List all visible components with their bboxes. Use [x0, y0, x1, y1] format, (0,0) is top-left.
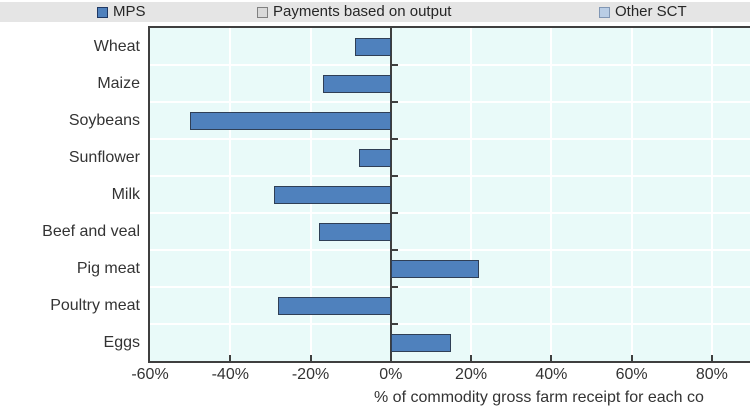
zero-axis-tick — [390, 64, 398, 66]
y-axis-label: Maize — [97, 75, 140, 92]
x-axis-tick — [550, 355, 553, 361]
x-axis-tick — [309, 355, 312, 361]
gridline-horizontal — [150, 249, 750, 251]
x-axis-tick-labels: -60% -40% -20% 0% 20% 40% 60% 80% — [0, 366, 750, 386]
y-axis-label: Soybeans — [68, 112, 140, 129]
x-axis-tick — [630, 355, 633, 361]
gridline-horizontal — [150, 101, 750, 103]
x-axis-tick-label: 40% — [535, 366, 568, 383]
zero-axis-tick — [390, 212, 398, 214]
x-axis-tick-label: -20% — [291, 366, 330, 383]
legend-item-other-sct: Other SCT — [599, 2, 687, 22]
bar-pig-meat — [390, 259, 480, 278]
bar-poultry-meat — [278, 296, 391, 315]
bar-milk — [274, 185, 391, 204]
y-axis-label: Wheat — [93, 38, 140, 55]
zero-axis-tick — [390, 175, 398, 177]
y-axis-label: Eggs — [103, 334, 140, 351]
gridline-vertical — [229, 28, 232, 361]
legend-swatch-other-sct-icon — [599, 6, 610, 18]
y-axis-labels: Wheat Maize Soybeans Sunflower Milk Beef and … — [0, 28, 140, 361]
gridline-horizontal — [150, 286, 750, 288]
bar-beef-and-veal — [318, 222, 391, 241]
gridline-vertical — [630, 28, 633, 361]
x-axis-tick-label: -40% — [211, 366, 249, 383]
gridline-vertical — [470, 28, 473, 361]
gridline-horizontal — [150, 323, 750, 325]
gridline-vertical — [710, 28, 713, 361]
y-axis-label: Poultry meat — [50, 297, 140, 314]
legend-label-payments: Payments based on output — [273, 3, 452, 20]
zero-axis-line — [389, 28, 392, 361]
bar-soybeans — [190, 111, 391, 130]
bar-eggs — [390, 333, 451, 352]
x-axis-tick-label: -60% — [131, 366, 169, 383]
y-axis-label: Beef and veal — [42, 223, 140, 240]
plot-area — [148, 26, 750, 363]
zero-axis-tick — [390, 249, 398, 251]
x-axis-tick — [470, 355, 473, 361]
legend: MPS Payments based on output Other SCT — [0, 2, 750, 22]
bar-wheat — [354, 37, 391, 56]
x-axis-tick-label: 20% — [455, 366, 488, 383]
legend-item-mps: MPS — [97, 2, 146, 22]
bar-sunflower — [358, 148, 391, 167]
x-axis-tick-label: 80% — [695, 366, 728, 383]
legend-swatch-payments-icon — [257, 6, 268, 18]
zero-axis-tick — [390, 286, 398, 288]
y-axis-label: Sunflower — [68, 149, 140, 166]
gridline-horizontal — [150, 64, 750, 66]
x-axis-tick — [710, 355, 713, 361]
zero-axis-tick — [390, 101, 398, 103]
gridline-horizontal — [150, 138, 750, 140]
gridline-horizontal — [150, 175, 750, 177]
legend-label-mps: MPS — [113, 3, 146, 20]
legend-item-payments-based-on-output: Payments based on output — [257, 2, 451, 22]
zero-axis-tick — [390, 138, 398, 140]
legend-label-other-sct: Other SCT — [615, 3, 687, 20]
y-axis-label: Milk — [111, 186, 140, 203]
bar-maize — [322, 74, 391, 93]
y-axis-label: Pig meat — [76, 260, 140, 277]
x-axis-title: % of commodity gross farm receipt for ea… — [374, 389, 704, 406]
gridline-horizontal — [150, 212, 750, 214]
x-axis-tick — [229, 355, 232, 361]
x-axis-tick-label: 60% — [615, 366, 648, 383]
x-axis-tick-label: 0% — [379, 366, 403, 383]
legend-swatch-mps-icon — [97, 6, 108, 18]
gridline-vertical — [550, 28, 553, 361]
zero-axis-tick — [390, 323, 398, 325]
